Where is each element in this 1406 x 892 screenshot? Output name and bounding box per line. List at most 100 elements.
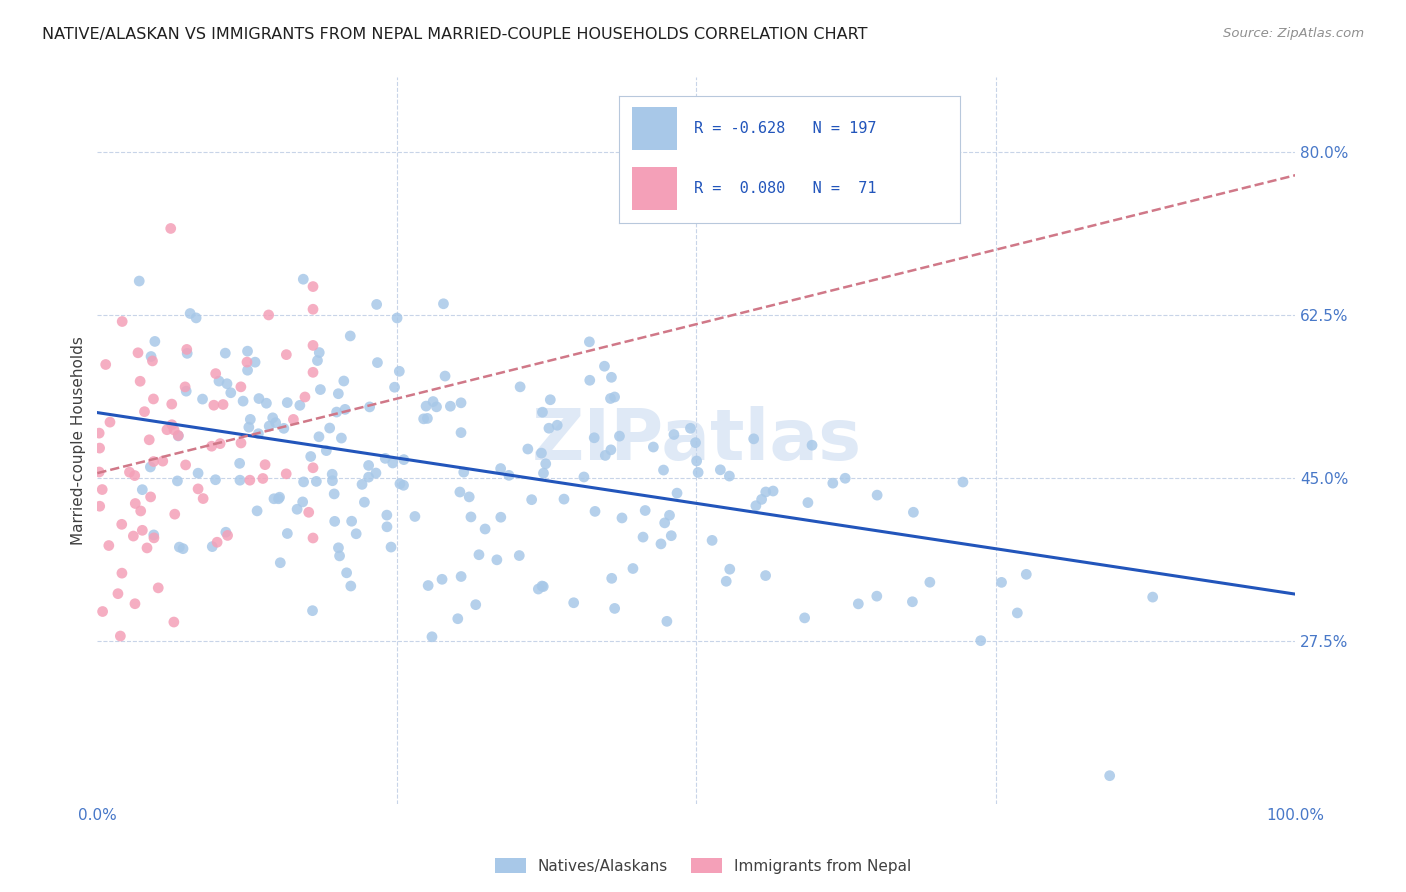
Point [172, 541, 194, 556]
Point [439, 399, 461, 413]
Point [333, 402, 356, 417]
Point [530, 579, 553, 593]
Point [110, 629, 132, 643]
Point [122, 529, 145, 543]
Point [430, 572, 453, 586]
Point [531, 580, 554, 594]
Point [415, 399, 437, 413]
Point [163, 615, 186, 629]
Point [634, 503, 657, 517]
Y-axis label: Married-couple Households: Married-couple Households [72, 336, 86, 545]
Point [531, 405, 554, 419]
Point [489, 461, 512, 475]
Point [302, 460, 325, 475]
Point [659, 529, 682, 543]
Point [918, 575, 941, 590]
Point [339, 579, 361, 593]
Point [412, 412, 434, 426]
Text: Source: ZipAtlas.com: Source: ZipAtlas.com [1223, 27, 1364, 40]
Point [357, 458, 380, 473]
Point [160, 397, 183, 411]
Point [191, 491, 214, 506]
Point [901, 595, 924, 609]
Point [138, 433, 160, 447]
Point [302, 531, 325, 545]
Point [583, 431, 606, 445]
Point [305, 475, 328, 489]
Point [450, 425, 472, 440]
Point [709, 463, 731, 477]
Point [344, 526, 367, 541]
Point [204, 473, 226, 487]
Point [449, 485, 471, 500]
Point [450, 396, 472, 410]
Point [269, 556, 291, 570]
Point [489, 510, 512, 524]
Point [91, 483, 114, 497]
Point [685, 435, 707, 450]
Point [94, 358, 117, 372]
Point [159, 221, 181, 235]
Point [97, 539, 120, 553]
Point [745, 499, 768, 513]
Point [187, 466, 209, 480]
Point [339, 329, 361, 343]
Point [142, 454, 165, 468]
Point [801, 438, 824, 452]
Point [176, 346, 198, 360]
Point [384, 380, 406, 394]
Point [236, 344, 259, 359]
Point [464, 598, 486, 612]
Point [610, 511, 633, 525]
Point [308, 430, 330, 444]
Point [267, 491, 290, 506]
Point [658, 508, 681, 523]
Point [283, 412, 305, 426]
Point [821, 476, 844, 491]
Point [212, 397, 235, 411]
Point [600, 370, 623, 384]
Point [834, 471, 856, 485]
Point [239, 473, 262, 487]
Point [308, 345, 330, 359]
Point [302, 365, 325, 379]
Point [139, 350, 162, 364]
Point [453, 465, 475, 479]
Point [392, 478, 415, 492]
Point [118, 465, 141, 479]
Point [302, 279, 325, 293]
Point [599, 442, 621, 457]
Point [375, 508, 398, 522]
Point [321, 474, 343, 488]
Point [527, 582, 550, 596]
Point [292, 475, 315, 489]
Point [247, 392, 270, 406]
Point [793, 611, 815, 625]
Point [404, 509, 426, 524]
Point [111, 314, 134, 328]
Point [257, 308, 280, 322]
Point [381, 456, 404, 470]
Point [866, 488, 889, 502]
Point [742, 432, 765, 446]
Point [328, 541, 350, 555]
Point [136, 541, 159, 555]
Point [148, 581, 170, 595]
Point [716, 574, 738, 589]
Point [1098, 769, 1121, 783]
Point [474, 522, 496, 536]
Point [1015, 567, 1038, 582]
Point [422, 394, 444, 409]
Point [846, 597, 869, 611]
Point [276, 348, 298, 362]
Point [952, 475, 974, 489]
Point [1142, 590, 1164, 604]
Point [375, 520, 398, 534]
Point [285, 502, 308, 516]
Point [762, 483, 785, 498]
Point [276, 395, 298, 409]
Point [323, 514, 346, 528]
Point [325, 405, 347, 419]
Point [679, 421, 702, 435]
Point [609, 429, 631, 443]
